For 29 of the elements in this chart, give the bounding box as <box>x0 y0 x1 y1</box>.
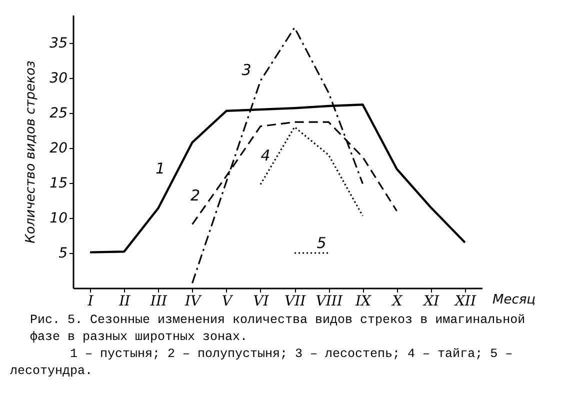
x-tick-label: X <box>391 294 404 310</box>
text: Рис. 5. Сезонные изменения количества видов стрекоз в имагинальной фазе в разных широтных зонах. <box>30 312 526 346</box>
y-axis-title: Количество видов стрекоз <box>24 60 39 244</box>
x-tick-label: IV <box>184 294 202 310</box>
x-tick-label: I <box>86 294 94 310</box>
line-series <box>260 126 364 217</box>
y-tick-label: 15 <box>50 176 68 192</box>
y-tick-label: 10 <box>50 210 68 226</box>
x-tick-label: XII <box>454 294 476 310</box>
x-tick-label: VII <box>284 294 306 310</box>
y-tick-label: 25 <box>50 106 68 122</box>
series-label: 5 <box>316 234 326 252</box>
y-tick-label: 35 <box>50 36 68 52</box>
x-tick-label: IX <box>354 294 372 310</box>
x-tick-label: V <box>222 294 234 310</box>
x-tick-label: VI <box>253 294 270 310</box>
y-tick-label: 5 <box>58 246 68 262</box>
x-tick-label: XI <box>422 294 440 310</box>
x-axis-title: Месяц <box>492 292 536 308</box>
series-label: 3 <box>242 60 252 79</box>
series-label: 2 <box>190 186 200 204</box>
y-tick-label: 20 <box>50 140 68 156</box>
x-tick-label: VIII <box>316 294 343 310</box>
series-label: 1 <box>156 159 166 178</box>
x-tick-label: II <box>118 294 131 310</box>
series-label: 4 <box>260 146 270 164</box>
text: 1 – пустыня; 2 – полупустыня; 3 – лесостепь; 4 – тайга; 5 – лесотундра. <box>10 346 514 380</box>
x-tick-label: III <box>149 294 168 310</box>
y-tick-label: 30 <box>50 70 68 86</box>
